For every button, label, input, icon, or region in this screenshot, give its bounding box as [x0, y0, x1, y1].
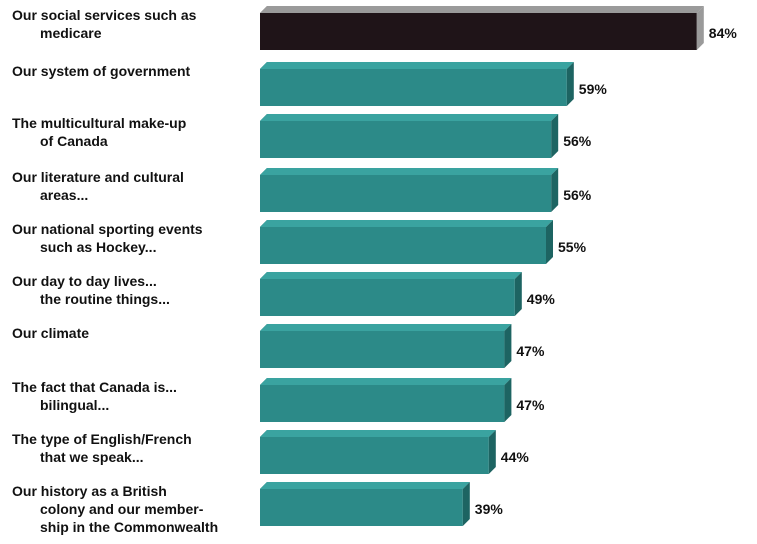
bar-end: [551, 114, 559, 158]
category-label-line: Our climate: [12, 325, 89, 341]
bar-end: [514, 272, 522, 316]
bar: [260, 331, 505, 368]
category-label: The multicultural make-up of Canada: [12, 115, 186, 149]
bar-end: [504, 378, 512, 422]
category-label: Our history as a British colony and our m…: [12, 483, 218, 535]
bar-top: [260, 324, 512, 331]
bar-group: [260, 62, 574, 106]
value-label: 55%: [558, 239, 587, 255]
bar: [260, 121, 552, 158]
bar-group: [260, 220, 553, 264]
bar-top: [260, 62, 574, 69]
category-label-line: Our literature and cultural: [12, 169, 184, 185]
value-label: 84%: [709, 25, 738, 41]
bar-end: [696, 6, 704, 50]
bar: [260, 13, 697, 50]
bar-top: [260, 114, 559, 121]
category-label: Our day to day lives... the routine thing…: [12, 273, 170, 307]
category-label: Our climate: [12, 325, 89, 341]
bar-end: [551, 168, 559, 212]
bar: [260, 489, 463, 526]
bar-top: [260, 272, 522, 279]
bar-group: [260, 324, 512, 368]
bar-group: [260, 482, 470, 526]
value-label: 56%: [563, 133, 592, 149]
bar-top: [260, 378, 512, 385]
category-label-line: ship in the Commonwealth: [40, 519, 218, 535]
bar: [260, 279, 515, 316]
bar-group: [260, 6, 704, 50]
bar: [260, 227, 546, 264]
category-label-line: colony and our member-: [40, 501, 204, 517]
bar-group: [260, 272, 522, 316]
category-label-line: of Canada: [40, 133, 108, 149]
category-label-line: Our social services such as: [12, 7, 197, 23]
category-label-line: such as Hockey...: [40, 239, 156, 255]
bar-end: [546, 220, 553, 264]
value-label: 47%: [516, 343, 545, 359]
bar-top: [260, 6, 704, 13]
bar-top: [260, 482, 470, 489]
category-label-line: Our history as a British: [12, 483, 167, 499]
category-label-line: Our national sporting events: [12, 221, 203, 237]
bar: [260, 385, 505, 422]
bar-group: [260, 168, 559, 212]
bar-top: [260, 430, 496, 437]
bar-end: [462, 482, 470, 526]
category-label-line: The type of English/French: [12, 431, 192, 447]
category-label-line: that we speak...: [40, 449, 143, 465]
category-label-line: areas...: [40, 187, 88, 203]
bar: [260, 69, 567, 106]
bar-top: [260, 168, 559, 175]
bar-end: [566, 62, 574, 106]
category-label: The fact that Canada is... bilingual...: [12, 379, 177, 413]
category-label-line: Our system of government: [12, 63, 190, 79]
bar: [260, 437, 489, 474]
bar-end: [488, 430, 496, 474]
value-label: 56%: [563, 187, 592, 203]
category-label-line: The multicultural make-up: [12, 115, 186, 131]
category-label-line: The fact that Canada is...: [12, 379, 177, 395]
bar-end: [504, 324, 512, 368]
category-label: Our social services such as medicare: [12, 7, 197, 41]
value-label: 59%: [579, 81, 608, 97]
value-label: 39%: [475, 501, 504, 517]
category-label-line: bilingual...: [40, 397, 109, 413]
bar-group: [260, 430, 496, 474]
bar: [260, 175, 552, 212]
category-label-line: Our day to day lives...: [12, 273, 157, 289]
category-label: The type of English/French that we speak.…: [12, 431, 192, 465]
bar-top: [260, 220, 553, 227]
value-label: 49%: [527, 291, 556, 307]
value-label: 44%: [501, 449, 530, 465]
category-label-line: the routine things...: [40, 291, 170, 307]
category-label: Our national sporting events such as Hock…: [12, 221, 203, 255]
category-label: Our literature and cultural areas...: [12, 169, 184, 203]
bar-group: [260, 378, 512, 422]
bar-group: [260, 114, 559, 158]
value-label: 47%: [516, 397, 545, 413]
category-label-line: medicare: [40, 25, 102, 41]
category-label: Our system of government: [12, 63, 190, 79]
